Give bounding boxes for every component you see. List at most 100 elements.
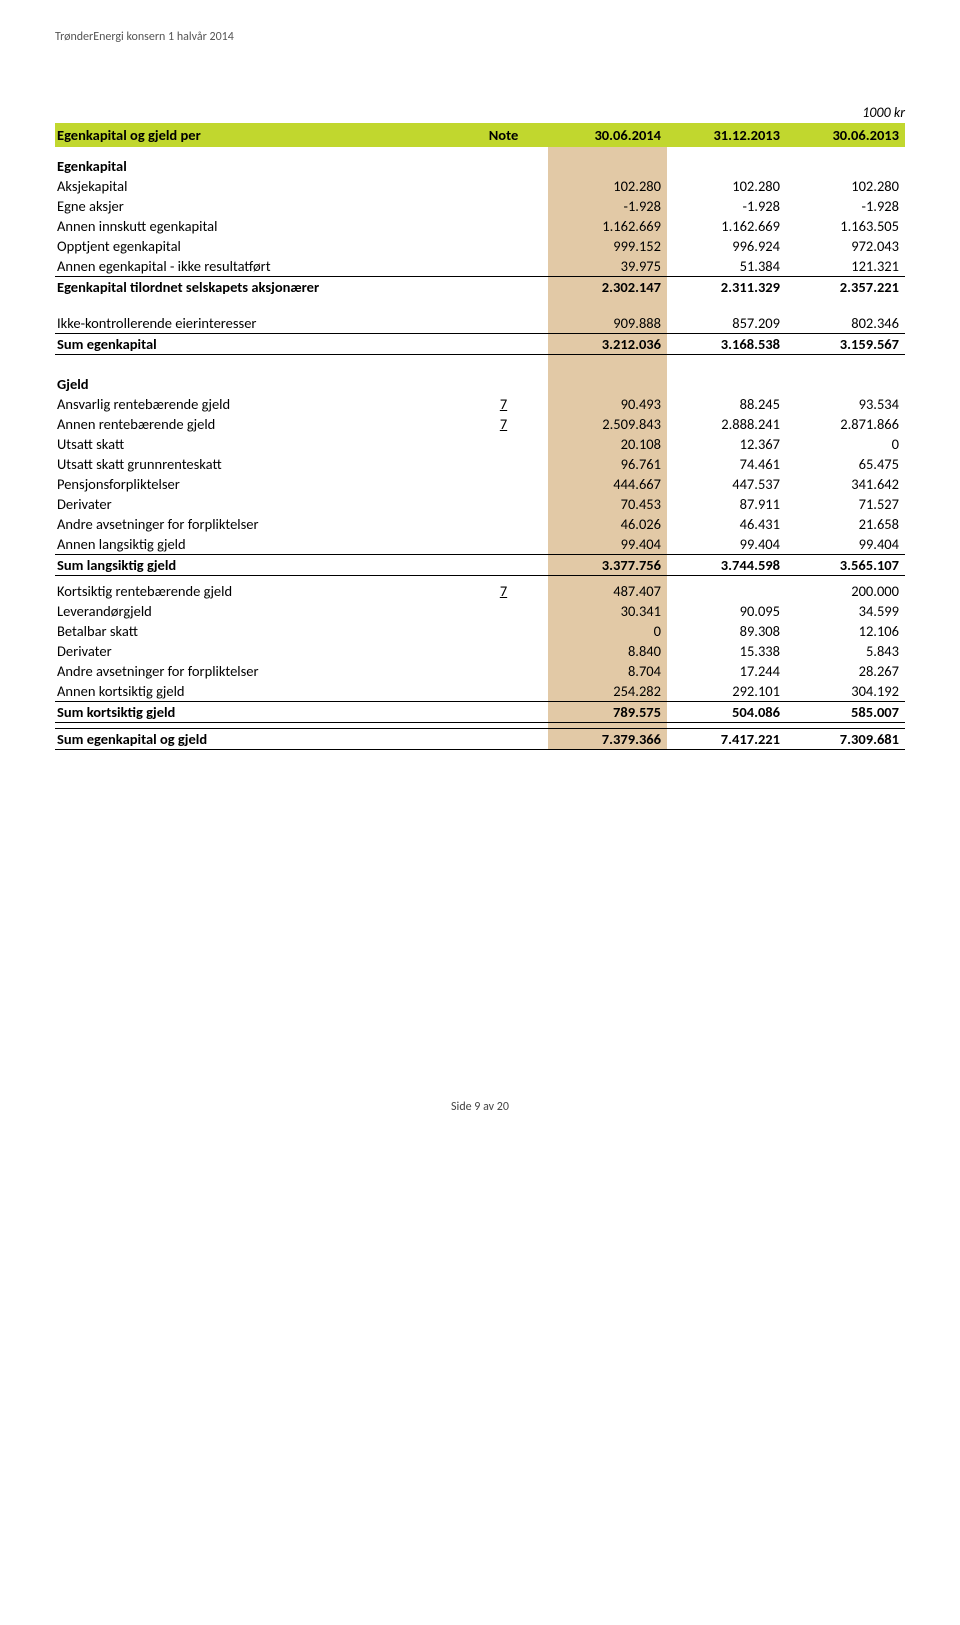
table-row: Leverandørgjeld 30.341 90.095 34.599 xyxy=(55,601,905,621)
cell: 3.744.598 xyxy=(667,554,786,575)
header-col2: 31.12.2013 xyxy=(667,123,786,147)
table-row: Andre avsetninger for forpliktelser 46.0… xyxy=(55,514,905,534)
cell: 102.280 xyxy=(786,176,905,196)
row-label: Leverandørgjeld xyxy=(55,601,463,621)
row-label: Utsatt skatt xyxy=(55,434,463,454)
cell: 996.924 xyxy=(667,236,786,256)
table-row: Utsatt skatt grunnrenteskatt 96.761 74.4… xyxy=(55,454,905,474)
cell: 7.417.221 xyxy=(667,729,786,750)
section-egenkapital: Egenkapital xyxy=(55,153,905,176)
cell: 1.162.669 xyxy=(667,216,786,236)
row-label: Kortsiktig rentebærende gjeld xyxy=(55,581,463,601)
cell: 200.000 xyxy=(786,581,905,601)
document-header: TrønderEnergi konsern 1 halvår 2014 xyxy=(55,30,905,44)
table-row: Opptjent egenkapital 999.152 996.924 972… xyxy=(55,236,905,256)
row-label: Egenkapital tilordnet selskapets aksjonæ… xyxy=(55,277,463,298)
cell: 999.152 xyxy=(548,236,667,256)
table-row: Egne aksjer -1.928 -1.928 -1.928 xyxy=(55,196,905,216)
cell: 71.527 xyxy=(786,494,905,514)
cell: 102.280 xyxy=(548,176,667,196)
section-title-label: Gjeld xyxy=(55,371,463,394)
cell: 96.761 xyxy=(548,454,667,474)
cell: 90.493 xyxy=(548,394,667,414)
cell: 17.244 xyxy=(667,661,786,681)
table-row: Andre avsetninger for forpliktelser 8.70… xyxy=(55,661,905,681)
table-row: Utsatt skatt 20.108 12.367 0 xyxy=(55,434,905,454)
row-label: Opptjent egenkapital xyxy=(55,236,463,256)
cell: 2.888.241 xyxy=(667,414,786,434)
cell: 585.007 xyxy=(786,702,905,723)
cell: 3.565.107 xyxy=(786,554,905,575)
cell: 857.209 xyxy=(667,313,786,334)
table-row: Annen innskutt egenkapital 1.162.669 1.1… xyxy=(55,216,905,236)
cell: 972.043 xyxy=(786,236,905,256)
cell: 74.461 xyxy=(667,454,786,474)
cell: 12.367 xyxy=(667,434,786,454)
unit-label: 1000 kr xyxy=(55,104,905,121)
row-label: Andre avsetninger for forpliktelser xyxy=(55,661,463,681)
row-label: Derivater xyxy=(55,494,463,514)
note-ref[interactable]: 7 xyxy=(463,581,548,601)
total-row: Sum egenkapital 3.212.036 3.168.538 3.15… xyxy=(55,334,905,355)
cell: 46.026 xyxy=(548,514,667,534)
cell: 34.599 xyxy=(786,601,905,621)
cell: 65.475 xyxy=(786,454,905,474)
cell: 304.192 xyxy=(786,681,905,702)
section-gjeld: Gjeld xyxy=(55,371,905,394)
header-label: Egenkapital og gjeld per xyxy=(55,123,463,147)
total-row: Sum kortsiktig gjeld 789.575 504.086 585… xyxy=(55,702,905,723)
table-row: Derivater 70.453 87.911 71.527 xyxy=(55,494,905,514)
row-label: Aksjekapital xyxy=(55,176,463,196)
header-note: Note xyxy=(463,123,548,147)
cell: 88.245 xyxy=(667,394,786,414)
cell: 504.086 xyxy=(667,702,786,723)
cell xyxy=(667,581,786,601)
cell: 789.575 xyxy=(548,702,667,723)
cell: 2.509.843 xyxy=(548,414,667,434)
cell: 8.704 xyxy=(548,661,667,681)
cell: 1.162.669 xyxy=(548,216,667,236)
cell: 3.377.756 xyxy=(548,554,667,575)
balance-table: Egenkapital og gjeld per Note 30.06.2014… xyxy=(55,123,905,750)
cell: 15.338 xyxy=(667,641,786,661)
note-ref[interactable]: 7 xyxy=(463,394,548,414)
table-row: Annen kortsiktig gjeld 254.282 292.101 3… xyxy=(55,681,905,702)
page-footer: Side 9 av 20 xyxy=(55,1100,905,1114)
row-label: Sum egenkapital xyxy=(55,334,463,355)
row-label: Betalbar skatt xyxy=(55,621,463,641)
cell: 89.308 xyxy=(667,621,786,641)
cell: 2.357.221 xyxy=(786,277,905,298)
cell: 12.106 xyxy=(786,621,905,641)
cell: 447.537 xyxy=(667,474,786,494)
note-ref[interactable]: 7 xyxy=(463,414,548,434)
row-label: Annen langsiktig gjeld xyxy=(55,534,463,555)
subtotal-row: Egenkapital tilordnet selskapets aksjonæ… xyxy=(55,277,905,298)
table-row: Kortsiktig rentebærende gjeld 7 487.407 … xyxy=(55,581,905,601)
cell: 3.212.036 xyxy=(548,334,667,355)
table-row: Annen rentebærende gjeld 7 2.509.843 2.8… xyxy=(55,414,905,434)
cell: 30.341 xyxy=(548,601,667,621)
cell: -1.928 xyxy=(786,196,905,216)
total-row: Sum langsiktig gjeld 3.377.756 3.744.598… xyxy=(55,554,905,575)
cell: 21.658 xyxy=(786,514,905,534)
table-row: Annen langsiktig gjeld 99.404 99.404 99.… xyxy=(55,534,905,555)
row-label: Annen kortsiktig gjeld xyxy=(55,681,463,702)
cell: -1.928 xyxy=(667,196,786,216)
cell: 39.975 xyxy=(548,256,667,277)
grand-total-row: Sum egenkapital og gjeld 7.379.366 7.417… xyxy=(55,729,905,750)
cell: 51.384 xyxy=(667,256,786,277)
cell: 3.168.538 xyxy=(667,334,786,355)
row-label: Ikke-kontrollerende eierinteresser xyxy=(55,313,463,334)
cell: -1.928 xyxy=(548,196,667,216)
cell: 2.302.147 xyxy=(548,277,667,298)
table-row: Annen egenkapital - ikke resultatført 39… xyxy=(55,256,905,277)
cell: 121.321 xyxy=(786,256,905,277)
cell: 46.431 xyxy=(667,514,786,534)
table-row: Ansvarlig rentebærende gjeld 7 90.493 88… xyxy=(55,394,905,414)
row-label: Pensjonsforpliktelser xyxy=(55,474,463,494)
row-label: Annen rentebærende gjeld xyxy=(55,414,463,434)
cell: 254.282 xyxy=(548,681,667,702)
section-title-label: Egenkapital xyxy=(55,153,463,176)
cell: 1.163.505 xyxy=(786,216,905,236)
row-label: Annen egenkapital - ikke resultatført xyxy=(55,256,463,277)
